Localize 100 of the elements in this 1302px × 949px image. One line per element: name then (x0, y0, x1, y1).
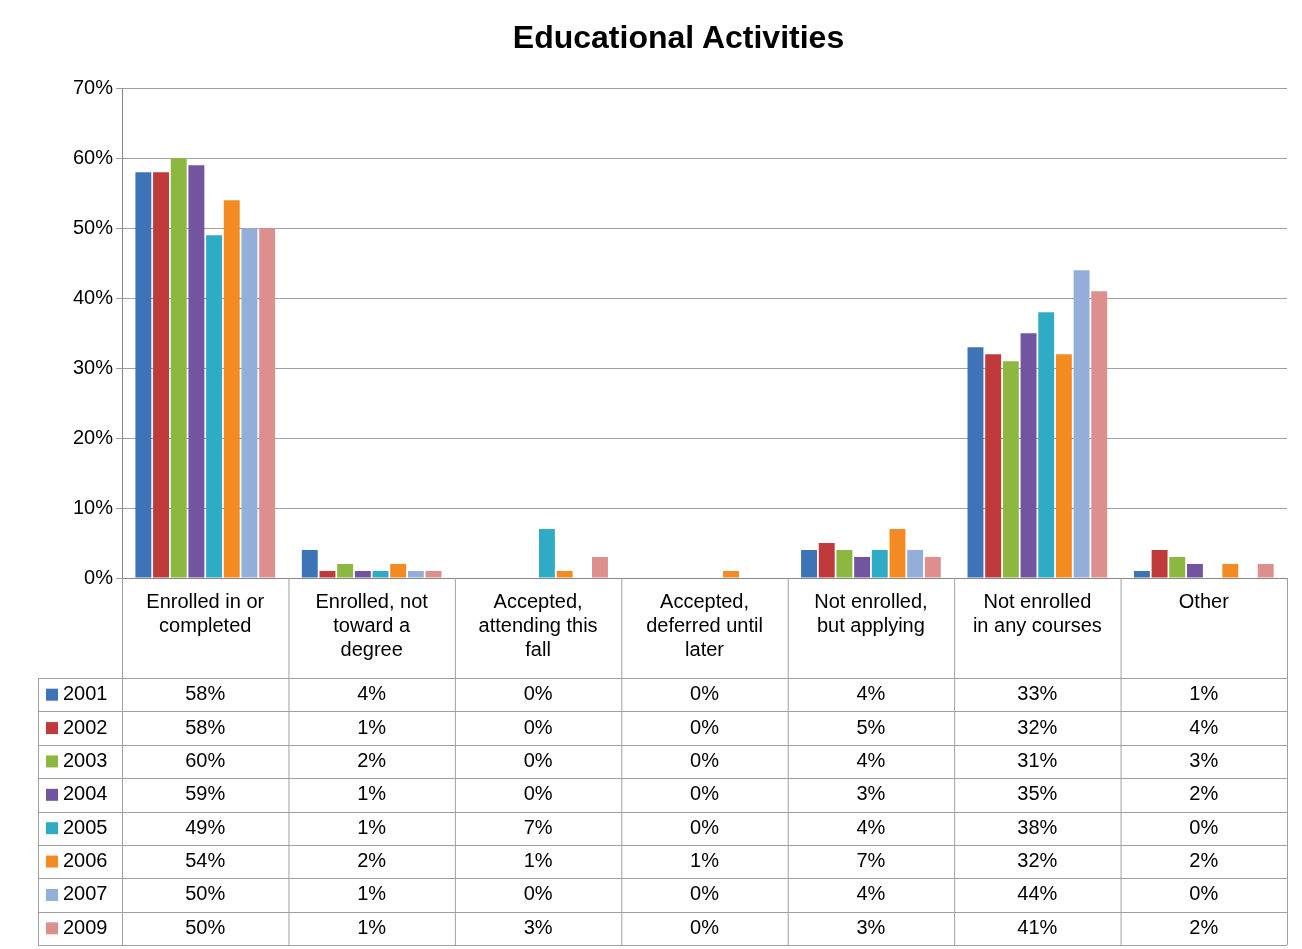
data-label: 33% (1017, 682, 1058, 705)
bar (967, 347, 984, 578)
data-label: 50% (185, 882, 226, 905)
data-label: 3% (856, 915, 886, 938)
data-label: 44% (1017, 882, 1058, 905)
data-label: 4% (856, 815, 886, 838)
y-tick-label: 70% (73, 75, 114, 98)
bar (1257, 564, 1274, 578)
data-label: 0% (523, 782, 553, 805)
bar (319, 571, 336, 578)
bar (818, 543, 835, 578)
bar (206, 235, 223, 578)
data-label: 4% (1189, 715, 1219, 738)
data-label: 5% (856, 715, 886, 738)
bar (1020, 333, 1037, 578)
data-label: 41% (1017, 915, 1058, 938)
bar (390, 564, 407, 578)
bar (170, 158, 187, 578)
bar (188, 165, 205, 578)
data-label: 3% (1189, 748, 1219, 771)
data-label: 0% (1189, 882, 1219, 905)
data-label: 4% (357, 682, 387, 705)
data-label: 35% (1017, 782, 1058, 805)
legend-label: 2004 (63, 782, 108, 805)
bar (425, 571, 442, 578)
data-label: 1% (357, 715, 387, 738)
bar (836, 550, 853, 578)
data-label: 2% (1189, 782, 1219, 805)
data-label: 0% (1189, 815, 1219, 838)
data-label: 60% (185, 748, 226, 771)
bar (723, 571, 739, 578)
bar (1002, 361, 1019, 578)
data-label: 1% (357, 882, 387, 905)
x-tick-label: Enrolled, not toward a degree (315, 589, 429, 660)
bar (538, 529, 555, 578)
bar (1133, 571, 1150, 578)
y-tick-label: 30% (73, 355, 114, 378)
legend-label: 2003 (63, 748, 108, 771)
x-tick-label: Enrolled in or completed (146, 589, 265, 636)
y-tick-label: 20% (73, 425, 114, 448)
bar (1038, 312, 1055, 578)
bar (1151, 550, 1168, 578)
data-label: 59% (185, 782, 226, 805)
data-label: 1% (357, 815, 387, 838)
data-label: 0% (690, 682, 720, 705)
data-label: 2% (1189, 849, 1219, 872)
x-tick-label: Not enrolled, but applying (814, 589, 928, 636)
data-label: 1% (523, 849, 553, 872)
data-label: 0% (690, 815, 720, 838)
data-label: 54% (185, 849, 226, 872)
chart-title: Educational Activities (512, 19, 845, 56)
bar (801, 550, 818, 578)
bar (1222, 564, 1239, 578)
bar (985, 354, 1002, 578)
data-label: 50% (185, 915, 226, 938)
x-tick-label: Accepted, attending this fall (478, 589, 598, 660)
y-tick-label: 40% (73, 285, 114, 308)
legend-label: 2007 (63, 882, 108, 905)
x-tick-label: Other (1178, 589, 1230, 612)
bar (241, 228, 258, 578)
y-tick-label: 0% (84, 565, 114, 588)
bar (854, 557, 871, 578)
data-label: 4% (856, 882, 886, 905)
data-label: 0% (523, 715, 553, 738)
bar (372, 571, 389, 578)
data-label: 1% (1189, 682, 1219, 705)
bar (1055, 354, 1072, 578)
bar (1091, 291, 1108, 578)
legend-label: 2002 (63, 715, 108, 738)
bar (1186, 564, 1203, 578)
data-label: 38% (1017, 815, 1058, 838)
legend-label: 2005 (63, 815, 108, 838)
bar (1169, 557, 1186, 578)
data-label: 1% (357, 782, 387, 805)
data-label: 7% (856, 849, 886, 872)
bar (924, 557, 941, 578)
data-label: 3% (523, 915, 553, 938)
data-label: 0% (690, 715, 720, 738)
data-label: 1% (357, 915, 387, 938)
bar (223, 200, 240, 578)
legend-label: 2006 (63, 849, 108, 872)
data-label: 0% (690, 782, 720, 805)
data-label: 7% (523, 815, 553, 838)
data-label: 32% (1017, 849, 1058, 872)
data-label: 4% (856, 748, 886, 771)
data-label: 0% (690, 748, 720, 771)
y-tick-label: 50% (73, 215, 114, 238)
bar (556, 571, 573, 578)
bar (407, 571, 424, 578)
data-label: 32% (1017, 715, 1058, 738)
bar (907, 550, 924, 578)
bar (259, 228, 276, 578)
legend-label: 2009 (63, 915, 108, 938)
legend-label: 2001 (63, 682, 108, 705)
data-label: 4% (856, 682, 886, 705)
data-label: 0% (523, 748, 553, 771)
y-tick-label: 10% (73, 495, 114, 518)
data-label: 0% (690, 915, 720, 938)
bar (889, 529, 906, 578)
data-label: 49% (185, 815, 226, 838)
